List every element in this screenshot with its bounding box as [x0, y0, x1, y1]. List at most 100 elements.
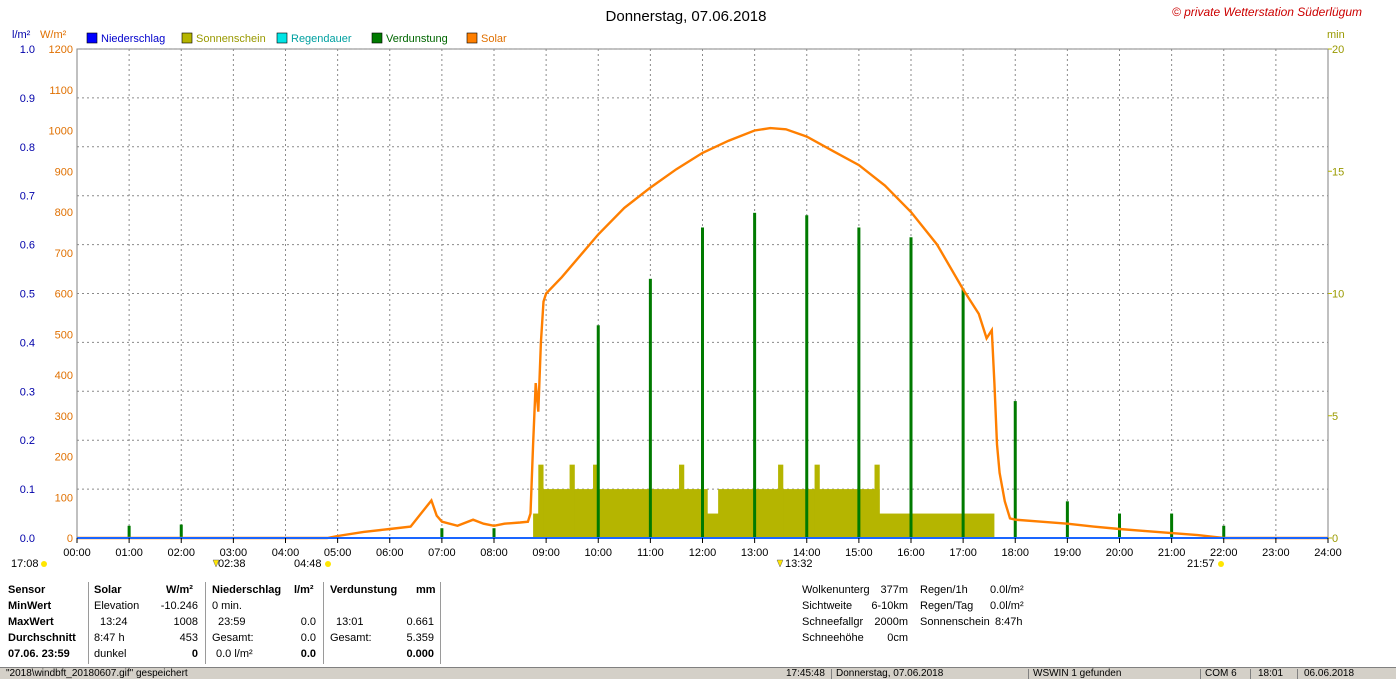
tick-label-x: 17:00 — [949, 547, 977, 559]
tick-label-right: 10 — [1332, 289, 1344, 301]
status-separator — [1200, 669, 1201, 679]
tick-label-x: 00:00 — [63, 547, 91, 559]
hdr-verd: Verdunstung — [330, 584, 398, 596]
hdr-nied-unit: l/m² — [294, 584, 314, 596]
status-port: COM 6 — [1205, 668, 1237, 679]
tick-label-left-outer: 0.9 — [20, 93, 35, 105]
tick-label-x: 23:00 — [1262, 547, 1290, 559]
status-file: "2018\windbft_20180607.gif" gespeichert — [6, 668, 188, 679]
tick-label-x: 21:00 — [1158, 547, 1186, 559]
solar-line — [77, 126, 1328, 540]
axis-right: 0 5 10 15 20 — [1328, 44, 1344, 545]
tick-label-x: 14:00 — [793, 547, 821, 559]
rain-value: 0.0l/m² — [990, 584, 1024, 596]
hdr-verd-unit: mm — [416, 584, 436, 596]
nied-max-label: 23:59 — [218, 616, 246, 628]
sunrise-dot — [325, 561, 331, 567]
weather-chart: 0.00.10.20.30.40.50.60.70.80.91.0 010020… — [11, 5, 1362, 570]
sunset-dot — [1218, 561, 1224, 567]
moonset-dot — [41, 561, 47, 567]
divider — [440, 582, 441, 664]
status-time: 17:45:48 — [786, 668, 825, 679]
sonnenschein-bar — [679, 464, 685, 538]
verdunstung-spike — [909, 237, 913, 538]
weather-label: Schneehöhe — [802, 632, 864, 644]
nied-avg-label: Gesamt: — [212, 632, 254, 644]
sonnenschein-bar — [718, 489, 880, 538]
rain-label: Regen/1h — [920, 584, 968, 596]
verdunstung-spike — [1118, 513, 1121, 538]
solar-avg-label: 8:47 h — [94, 632, 125, 644]
astro-markers: 17:08 02:38 04:48 13:32 21:57 — [11, 558, 1224, 570]
tick-label-x: 16:00 — [897, 547, 925, 559]
tick-label-x: 12:00 — [689, 547, 717, 559]
legend-sonnenschein: Sonnenschein — [196, 33, 266, 45]
legend: Niederschlag Sonnenschein Regendauer Ver… — [86, 32, 507, 45]
tick-label-left-outer: 0.4 — [20, 337, 35, 349]
verd-date-val: 0.000 — [406, 648, 434, 660]
legend-verdunstung: Verdunstung — [386, 33, 448, 45]
legend-swatch-regendauer — [276, 32, 288, 44]
nied-date-val: 0.0 — [300, 648, 316, 660]
sonnenschein-bar — [778, 464, 784, 538]
legend-swatch-solar — [466, 32, 478, 44]
tick-label-right: 20 — [1332, 44, 1344, 56]
tick-label-left-inner: 600 — [55, 289, 73, 301]
status-separator — [1297, 669, 1298, 679]
tick-label-x: 11:00 — [637, 547, 664, 559]
tick-label-x: 19:00 — [1054, 547, 1082, 559]
solar-min-label: Elevation — [94, 600, 140, 612]
tick-label-left-inner: 700 — [55, 248, 73, 260]
verdunstung-spike — [1013, 401, 1017, 538]
tick-label-x: 24:00 — [1314, 547, 1342, 559]
tick-label-left-outer: 0.0 — [20, 533, 35, 545]
divider — [88, 582, 89, 664]
weather-value: 2000m — [874, 616, 908, 628]
status-date: Donnerstag, 07.06.2018 — [836, 668, 944, 679]
tick-label-left-inner: 300 — [55, 411, 73, 423]
solar-avg-val: 453 — [179, 632, 198, 644]
tick-label-x: 18:00 — [1001, 547, 1029, 559]
nied-max-val: 0.0 — [300, 616, 316, 628]
moon-low-icon — [212, 559, 220, 568]
verd-avg-val: 5.359 — [406, 632, 434, 644]
tick-label-x: 20:00 — [1106, 547, 1134, 559]
tick-label-right: 0 — [1332, 533, 1338, 545]
divider — [205, 582, 206, 664]
unit-left-inner: W/m² — [40, 29, 67, 41]
tick-label-left-outer: 0.7 — [20, 191, 35, 203]
tick-label-left-inner: 1000 — [49, 126, 73, 138]
verdunstung-spike — [753, 212, 757, 538]
row-avg-label: Durchschnitt — [8, 632, 76, 644]
solar-max-val: 1008 — [173, 616, 198, 628]
weather-label: Schneefallgr — [802, 616, 864, 628]
solar-min-val: -10.246 — [160, 600, 198, 612]
rain-value: 0.0l/m² — [990, 600, 1024, 612]
verdunstung-spike — [805, 215, 809, 538]
moon-high-label: 13:32 — [785, 558, 813, 570]
solar-date-val: 0 — [191, 648, 198, 660]
legend-solar: Solar — [481, 33, 507, 45]
status-bar: "2018\windbft_20180607.gif" gespeichert … — [0, 667, 1396, 679]
rain-label: Regen/Tag — [920, 600, 974, 612]
tick-label-x: 05:00 — [324, 547, 352, 559]
status-clock: 18:01 — [1258, 668, 1284, 679]
unit-right: min — [1327, 29, 1345, 41]
legend-swatch-niederschlag — [86, 32, 98, 44]
nied-min-label: 0 min. — [212, 600, 242, 612]
tick-label-x: 08:00 — [480, 547, 508, 559]
solar-date-label: dunkel — [94, 648, 127, 660]
moonset-label: 17:08 — [11, 558, 39, 570]
status-separator — [1028, 669, 1029, 679]
tick-label-left-inner: 400 — [55, 370, 73, 382]
verdunstung-spike — [1222, 525, 1226, 538]
chart-title: Donnerstag, 07.06.2018 — [606, 8, 767, 25]
verd-avg-label: Gesamt: — [330, 632, 372, 644]
weather-label: Sichtweite — [802, 600, 853, 612]
sonnenschein-bar — [538, 464, 544, 538]
status-cur-date: 06.06.2018 — [1304, 668, 1355, 679]
hdr-sensor: Sensor — [8, 584, 46, 596]
verdunstung-spike — [648, 278, 652, 538]
tick-label-left-outer: 0.6 — [20, 240, 35, 252]
weather-value: 0cm — [887, 632, 908, 644]
